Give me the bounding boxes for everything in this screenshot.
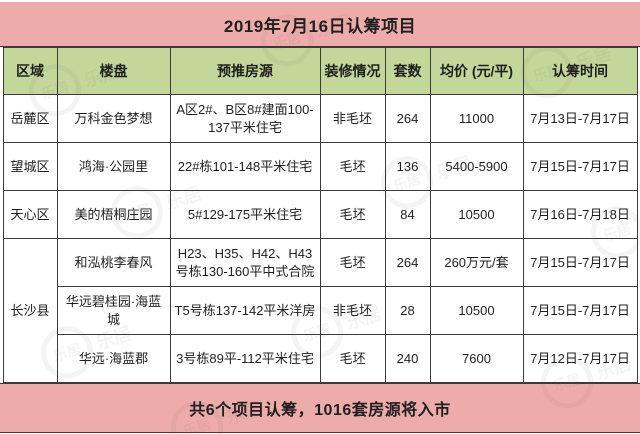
column-header-units: 预推房源	[169, 47, 321, 95]
project-cell: 华远·海蓝郡	[56, 334, 171, 383]
decoration-cell: 毛坯	[319, 142, 386, 191]
project-cell: 和泓桃李春风	[56, 238, 171, 287]
units-cell: 3号栋89平-112平米住宅	[169, 334, 321, 383]
period-cell: 7月12日-7月17日	[522, 334, 638, 383]
period-cell: 7月15日-7月17日	[522, 238, 638, 287]
count-cell: 84	[384, 190, 431, 239]
table-row: 岳麓区 万科金色梦想 A区2#、B区8#建面100-137平米住宅 非毛坯 264 110…	[2, 94, 638, 143]
column-header-price: 均价 (元/平)	[429, 47, 524, 95]
table-row: 长沙县 和泓桃李春风 H23、H35、H42、H43号栋130-160平中式合院 毛坯…	[2, 238, 638, 383]
price-cell: 10500	[429, 190, 524, 239]
count-cell: 264	[384, 94, 431, 143]
count-cell: 264	[384, 238, 431, 287]
region-cell: 天心区	[2, 190, 58, 239]
region-cell: 长沙县	[2, 238, 58, 383]
project-cell: 万科金色梦想	[56, 94, 171, 143]
table-row: 华远·海蓝郡 3号栋89平-112平米住宅 毛坯 240 7600 7月12日-7月17日	[3, 334, 638, 383]
table-body: 岳麓区 万科金色梦想 A区2#、B区8#建面100-137平米住宅 非毛坯 264 110…	[2, 94, 638, 383]
column-header-count: 套数	[384, 47, 431, 95]
decoration-cell: 非毛坯	[319, 94, 386, 143]
project-cell: 美的梧桐庄园	[56, 190, 171, 239]
count-cell: 136	[384, 142, 431, 191]
table-row: 天心区 美的梧桐庄园 5#129-175平米住宅 毛坯 84 10500 7月16日-7月1…	[2, 190, 638, 239]
header-row: 区域 楼盘 预推房源 装修情况 套数 均价 (元/平) 认筹时间	[2, 47, 638, 95]
column-header-decoration: 装修情况	[319, 47, 386, 95]
column-header-project: 楼盘	[56, 47, 171, 95]
decoration-cell: 毛坯	[319, 334, 386, 383]
count-cell: 28	[384, 286, 431, 335]
price-cell: 260万元/套	[429, 238, 524, 287]
region-cell: 岳麓区	[2, 94, 58, 143]
period-cell: 7月15日-7月17日	[522, 142, 638, 191]
period-cell: 7月15日-7月17日	[522, 286, 638, 335]
count-cell: 240	[384, 334, 431, 383]
decoration-cell: 毛坯	[319, 238, 386, 287]
price-cell: 11000	[429, 94, 524, 143]
price-cell: 7600	[429, 334, 524, 383]
projects-table: 区域 楼盘 预推房源 装修情况 套数 均价 (元/平) 认筹时间 岳麓区 万科金色…	[2, 47, 638, 383]
project-cell: 鸿海·公园里	[56, 142, 171, 191]
price-cell: 10500	[429, 286, 524, 335]
table-row: 望城区 鸿海·公园里 22#栋101-148平米住宅 毛坯 136 5400-5900 7月…	[2, 142, 638, 191]
table-row: 华远碧桂园·海蓝城 T5号栋137-142平米洋房 非毛坯 28 10500 7月15日-…	[3, 286, 638, 335]
units-cell: 5#129-175平米住宅	[169, 190, 321, 239]
units-cell: H23、H35、H42、H43号栋130-160平中式合院	[169, 238, 321, 287]
units-cell: T5号栋137-142平米洋房	[169, 286, 321, 335]
page-title: 2019年7月16日认筹项目	[0, 2, 640, 47]
project-cell: 华远碧桂园·海蓝城	[56, 286, 171, 335]
summary-banner: 共6个项目认筹，1016套房源将入市	[0, 383, 640, 433]
units-cell: A区2#、B区8#建面100-137平米住宅	[169, 94, 321, 143]
decoration-cell: 非毛坯	[319, 286, 386, 335]
region-cell: 望城区	[2, 142, 58, 191]
units-cell: 22#栋101-148平米住宅	[169, 142, 321, 191]
period-cell: 7月16日-7月18日	[522, 190, 638, 239]
decoration-cell: 毛坯	[319, 190, 386, 239]
price-cell: 5400-5900	[429, 142, 524, 191]
column-header-region: 区域	[2, 47, 58, 95]
column-header-period: 认筹时间	[522, 47, 638, 95]
period-cell: 7月13日-7月17日	[522, 94, 638, 143]
